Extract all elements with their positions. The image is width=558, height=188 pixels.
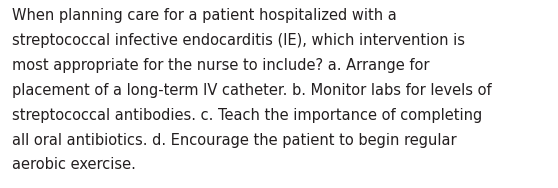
Text: all oral antibiotics. d. Encourage the patient to begin regular: all oral antibiotics. d. Encourage the p… (12, 133, 457, 148)
Text: most appropriate for the nurse to include? a. Arrange for: most appropriate for the nurse to includ… (12, 58, 430, 73)
Text: streptococcal antibodies. c. Teach the importance of completing: streptococcal antibodies. c. Teach the i… (12, 108, 483, 123)
Text: aerobic exercise.: aerobic exercise. (12, 157, 136, 172)
Text: When planning care for a patient hospitalized with a: When planning care for a patient hospita… (12, 8, 397, 24)
Text: placement of a long-term IV catheter. b. Monitor labs for levels of: placement of a long-term IV catheter. b.… (12, 83, 492, 98)
Text: streptococcal infective endocarditis (IE), which intervention is: streptococcal infective endocarditis (IE… (12, 33, 465, 48)
